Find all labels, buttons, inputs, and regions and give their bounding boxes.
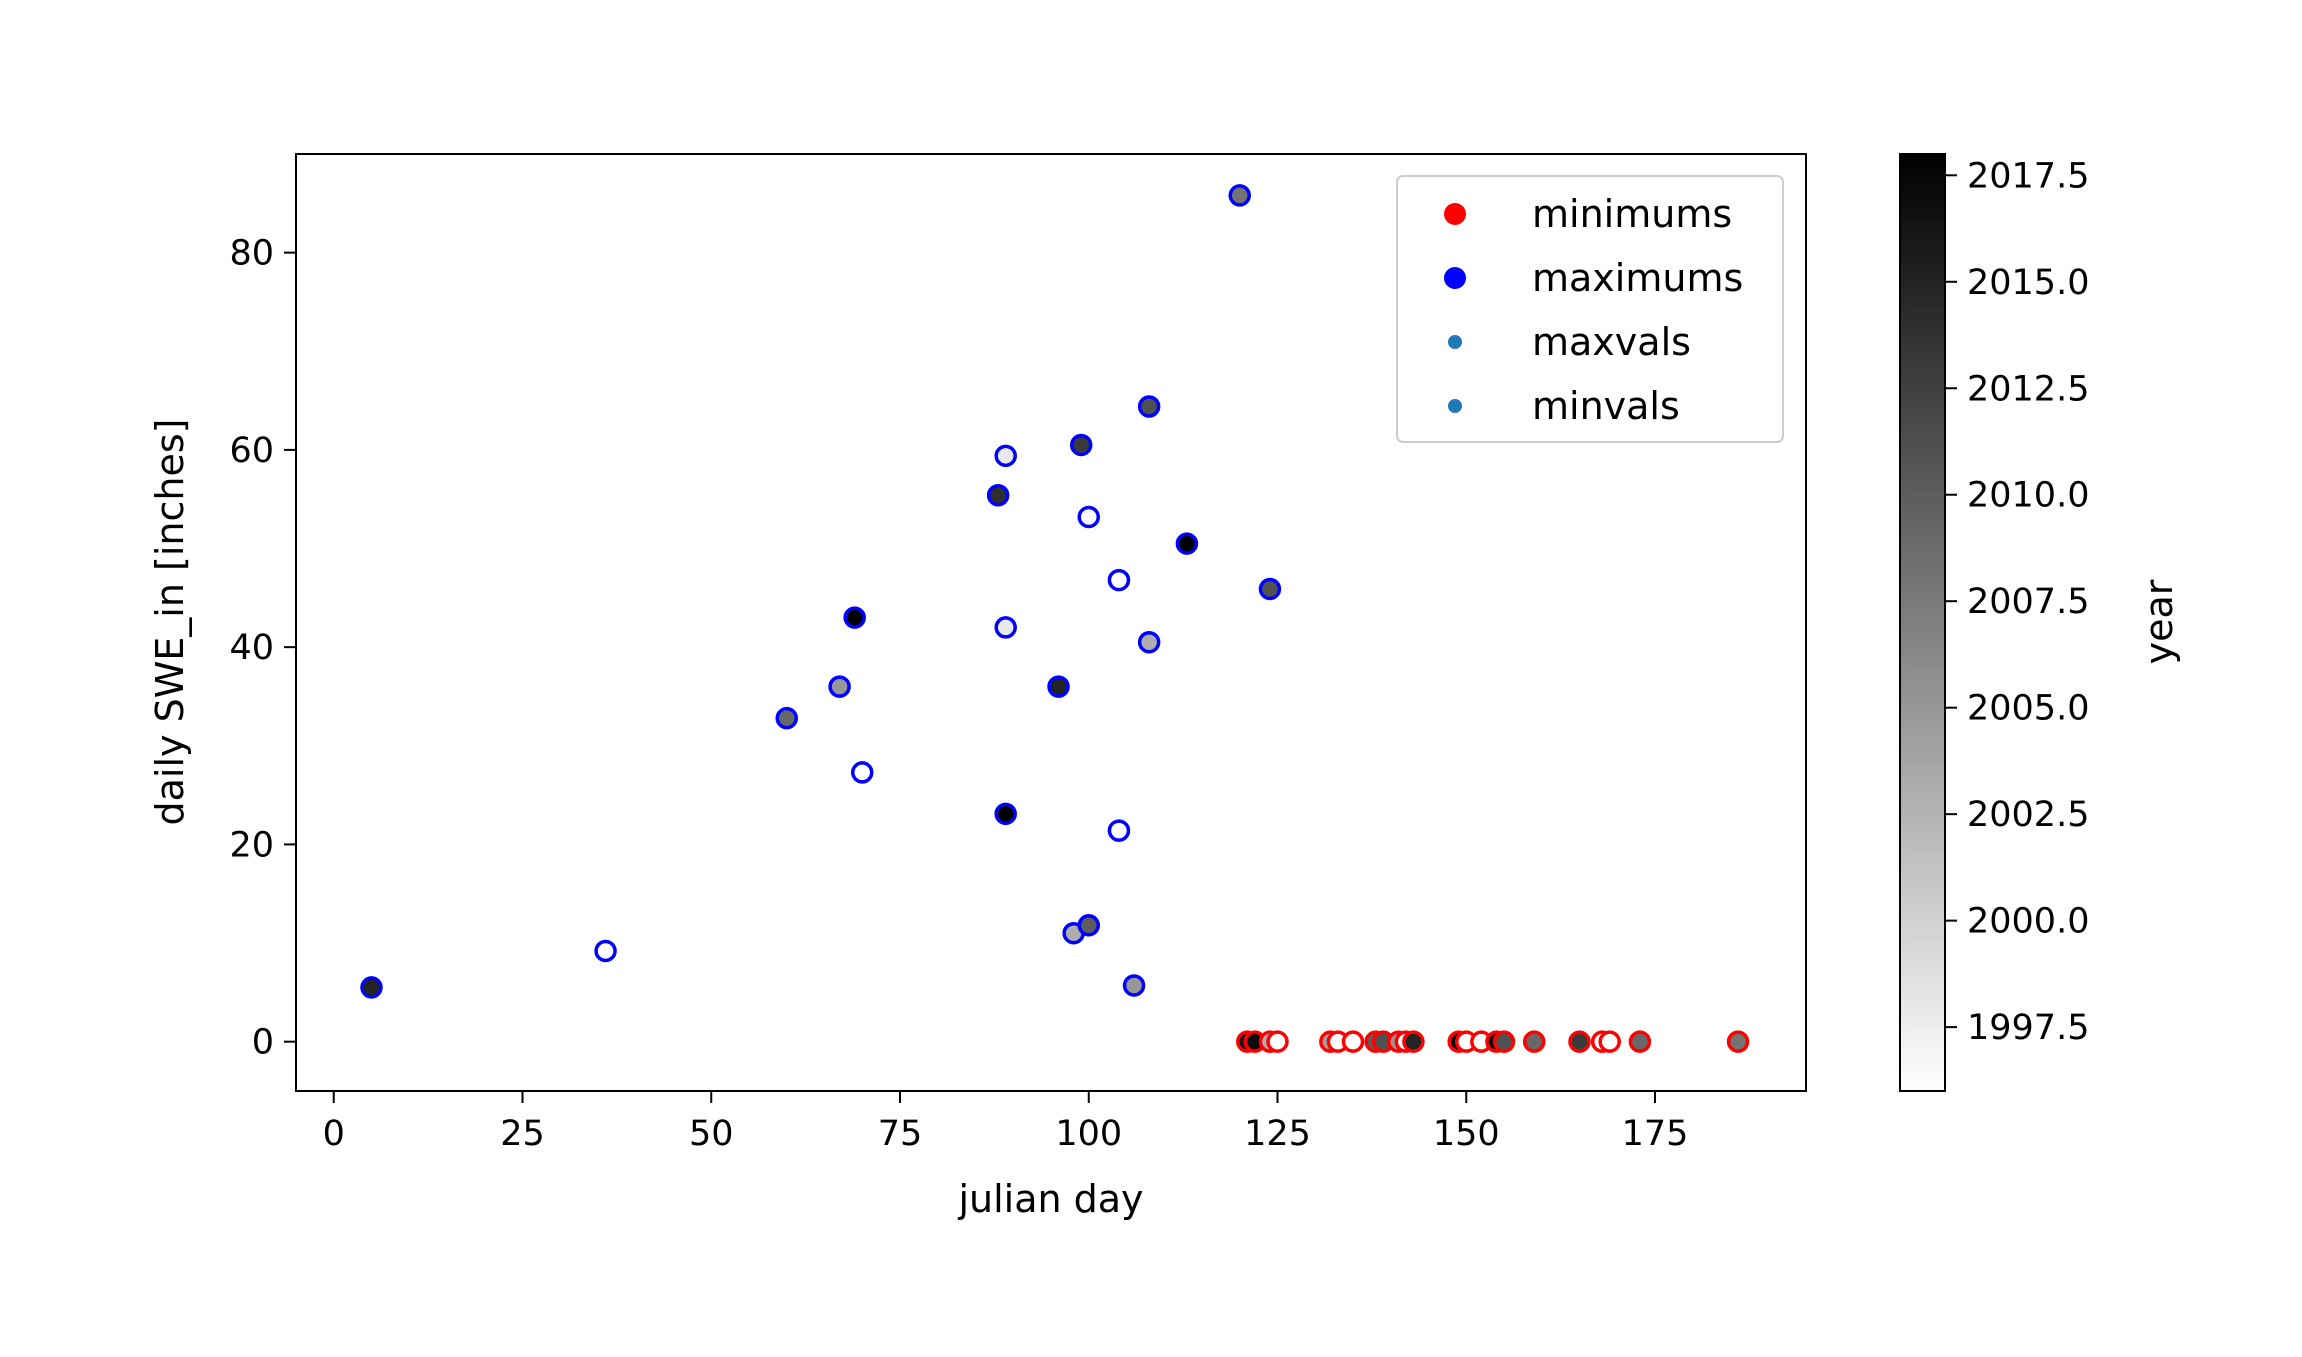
x-tick-label: 0 [323, 1114, 345, 1154]
legend-label-maximums: maximums [1532, 256, 1743, 300]
maximums-point [828, 675, 851, 698]
x-axis: 0 25 50 75 100 125 150 175 [323, 1091, 1689, 1154]
minimums-point [1341, 1030, 1365, 1053]
y-tick-label: 80 [229, 234, 274, 274]
minimums-point [1402, 1030, 1425, 1053]
maximums-point [1137, 395, 1161, 418]
maximums-point [1122, 974, 1146, 997]
plot-area [295, 153, 1807, 1092]
maximums-point [1258, 577, 1282, 601]
colorbar-tick-label: 2010.0 [1967, 476, 2089, 516]
y-tick-label: 40 [229, 628, 274, 668]
x-tick-label: 25 [500, 1114, 545, 1154]
colorbar: 1997.5 2000.0 2002.5 2005.0 2007.5 2010.0 2012… [1899, 153, 2181, 1092]
legend-label-maxvals: maxvals [1532, 320, 1691, 364]
minimums-point [1628, 1030, 1652, 1053]
minimums-point [1568, 1030, 1591, 1053]
legend-box [1396, 175, 1784, 443]
maximums-point [775, 706, 798, 730]
colorbar-tick-label: 2000.0 [1967, 902, 2089, 942]
maximums-point [994, 444, 1017, 468]
legend-label-minimums: minimums [1532, 192, 1732, 236]
colorbar-label: year [2137, 579, 2181, 664]
maximums-point [1175, 532, 1199, 555]
axes-frame [295, 153, 1807, 1092]
maximums-point [994, 802, 1017, 826]
colorbar-tick-label: 2017.5 [1967, 156, 2089, 196]
maximums-point [360, 976, 383, 999]
maximums-point [1107, 819, 1131, 842]
y-axis-label: daily SWE_in [inches] [148, 419, 192, 826]
minimums-point [1522, 1030, 1546, 1053]
colorbar-tick-label: 2012.5 [1967, 369, 2089, 409]
maximums-point [851, 761, 874, 784]
x-tick-label: 150 [1433, 1114, 1500, 1154]
legend-marker-minvals [1448, 399, 1462, 413]
y-axis: 0 20 40 60 80 [229, 234, 296, 1063]
maximums-point [1228, 184, 1251, 207]
maximums-point [986, 484, 1010, 507]
legend-label-minvals: minvals [1532, 384, 1680, 428]
maximums-point [1137, 630, 1161, 654]
maximums-point [1077, 914, 1100, 937]
x-tick-label: 100 [1055, 1114, 1122, 1154]
colorbar-tick-label: 2007.5 [1967, 582, 2089, 622]
minimums-point [1598, 1030, 1621, 1053]
maximums-point [1069, 433, 1093, 457]
data-points [360, 184, 1750, 1053]
legend: minimums maximums maxvals minvals [1396, 175, 1784, 443]
maximums-point [594, 939, 617, 963]
legend-marker-maximums [1444, 267, 1466, 289]
maximums-point [1047, 675, 1070, 698]
legend-marker-maxvals [1448, 335, 1462, 349]
minimums-point [1492, 1030, 1516, 1053]
x-tick-label: 175 [1622, 1114, 1689, 1154]
x-tick-label: 75 [878, 1114, 923, 1154]
minimums-point [1266, 1030, 1289, 1053]
y-tick-label: 0 [252, 1023, 274, 1063]
colorbar-gradient [1899, 153, 1946, 1092]
y-tick-label: 60 [229, 431, 274, 471]
colorbar-tick-label: 2005.0 [1967, 689, 2089, 729]
x-tick-label: 50 [689, 1114, 734, 1154]
minimums-point [1726, 1030, 1750, 1053]
colorbar-tick-label: 2015.0 [1967, 263, 2089, 303]
maximums-point [843, 606, 866, 629]
maximums-point [994, 616, 1017, 639]
colorbar-tick-label: 1997.5 [1967, 1008, 2089, 1048]
x-tick-label: 125 [1244, 1114, 1311, 1154]
colorbar-tick-label: 2002.5 [1967, 795, 2089, 835]
legend-marker-minimums [1444, 203, 1466, 225]
maximums-point [1107, 568, 1131, 592]
x-axis-label: julian day [957, 1177, 1143, 1221]
y-tick-label: 20 [229, 825, 274, 865]
maximums-point [1077, 505, 1100, 529]
